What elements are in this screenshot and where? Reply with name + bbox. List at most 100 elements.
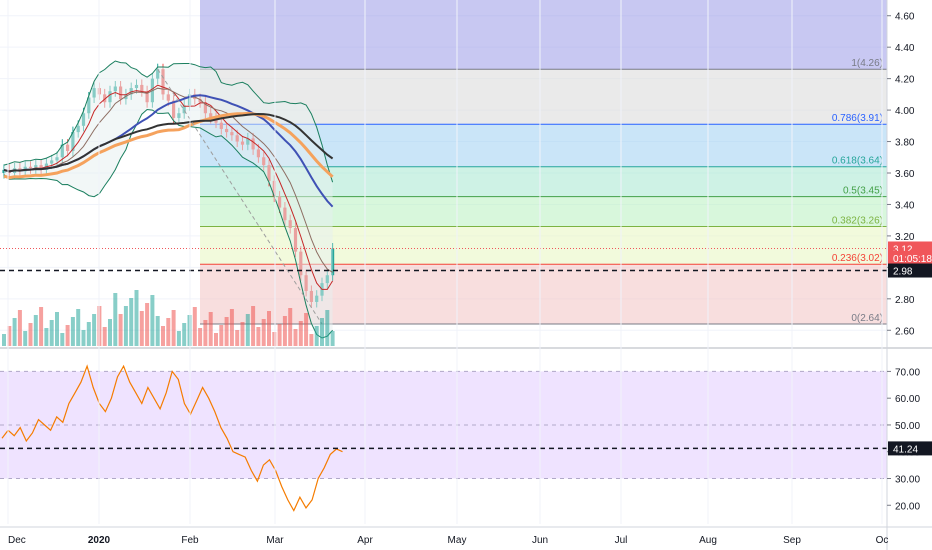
price-tick-label: 4.20: [895, 75, 915, 86]
volume-bar: [92, 314, 97, 346]
volume-bar: [277, 324, 282, 346]
volume-bar: [224, 317, 229, 346]
volume-bar: [288, 308, 293, 346]
volume-bar: [219, 325, 224, 346]
rsi-tick-label: 20.00: [895, 501, 920, 512]
volume-bar: [267, 311, 271, 346]
bollinger-lower-line: [3, 108, 333, 339]
volume-bar: [166, 318, 171, 346]
volume-bar: [314, 326, 319, 346]
volume-bar: [55, 312, 59, 346]
volume-bar: [203, 320, 208, 346]
volume-bar: [70, 317, 75, 346]
bollinger-fill: [4, 61, 333, 338]
ema-mid-line: [3, 87, 333, 273]
volume-bar: [330, 331, 335, 346]
rsi-panel[interactable]: [0, 347, 932, 512]
time-tick-label: Mar: [266, 535, 284, 546]
price-tick-label: 4.00: [895, 106, 915, 117]
volume-bar: [309, 334, 314, 346]
volume-bar: [208, 312, 213, 346]
volume-bar: [113, 293, 118, 346]
fib-level-label: 0(2.64): [851, 313, 883, 324]
rsi-tick-label: 60.00: [895, 394, 920, 405]
volume-bar: [76, 309, 81, 346]
volume-bar: [192, 307, 197, 346]
volume-bar: [129, 298, 134, 346]
volume-bar: [171, 310, 176, 346]
volume-bar: [320, 318, 324, 346]
volume-bar: [65, 325, 70, 346]
price-tick-label: 2.60: [895, 326, 915, 337]
volume-bar: [176, 331, 181, 346]
volume-bar: [28, 323, 33, 346]
volume-bar: [118, 314, 123, 346]
volume-bar: [7, 326, 12, 346]
price-tick-label: 4.60: [895, 12, 915, 23]
time-tick-label: Oc: [876, 535, 889, 546]
price-tick-label: 2.80: [895, 295, 915, 306]
price-tick-label: 4.40: [895, 43, 915, 54]
time-tick-label: Jun: [532, 535, 548, 546]
volume-bar: [272, 332, 277, 346]
volume-bar: [49, 320, 54, 346]
time-tick-label: Sep: [783, 535, 801, 546]
volume-bar: [261, 319, 266, 346]
sma-100-line: [3, 111, 334, 180]
bollinger-upper-line: [3, 60, 334, 183]
rsi-line: [1, 364, 343, 512]
fib-level-label: 1(4.26): [851, 58, 883, 69]
rsi-axis-label: 41.24: [893, 444, 918, 455]
trend-line[interactable]: [157, 68, 323, 325]
rsi-tick-label: 70.00: [895, 367, 920, 378]
volume-bar: [251, 306, 256, 346]
volume-bar: [102, 327, 107, 346]
volume-bar: [235, 330, 240, 346]
volume-bar: [134, 290, 139, 346]
volume-bar: [39, 307, 44, 346]
volume-bar: [17, 310, 22, 346]
volume-bar: [108, 319, 112, 346]
time-tick-label: 2020: [88, 535, 111, 546]
price-axis-label-bg: [888, 250, 932, 265]
time-tick-label: Apr: [357, 535, 373, 546]
volume-bar: [12, 318, 17, 346]
volume-bar: [81, 330, 86, 346]
fib-zone: [200, 69, 887, 125]
sma-200-line: [3, 112, 334, 173]
volume-bars: [2, 290, 335, 346]
price-tick-label: 3.40: [895, 200, 915, 211]
volume-bar: [229, 309, 234, 346]
volume-bar: [150, 295, 155, 346]
volume-bar: [161, 326, 165, 346]
volume-bar: [298, 321, 303, 346]
volume-bar: [139, 311, 144, 346]
volume-bar: [33, 315, 38, 346]
fib-level-label: 0.236(3.02): [832, 253, 883, 264]
price-axis-label: 3.12: [893, 244, 913, 255]
price-panel[interactable]: 1(4.26) 0.786(3.91) 0.618(3.64) 0.5(3.45) 0.…: [0, 0, 887, 346]
volume-bar: [198, 328, 203, 346]
fib-zone: [200, 0, 887, 70]
volume-bar: [214, 333, 218, 346]
price-tick-label: 3.80: [895, 138, 915, 149]
volume-bar: [282, 316, 287, 346]
fib-level-label: 0.786(3.91): [832, 113, 883, 124]
time-tick-label: Dec: [8, 535, 26, 546]
time-tick-label: Jul: [615, 535, 628, 546]
rsi-axis-label-bg: [888, 441, 932, 456]
time-tick-label: Aug: [699, 535, 717, 546]
volume-bar: [155, 316, 160, 346]
volume-bar: [245, 314, 250, 346]
fib-level-label: 0.5(3.45): [843, 186, 883, 197]
volume-bar: [23, 331, 28, 346]
price-axis-label: 2.98: [893, 267, 913, 278]
volume-bar: [44, 328, 49, 346]
volume-bar: [182, 323, 187, 346]
volume-bar: [123, 306, 128, 346]
price-axis-label-bg: [888, 263, 932, 278]
rsi-tick-label: 30.00: [895, 474, 920, 485]
price-axis-label: 01:05:18: [893, 254, 932, 265]
